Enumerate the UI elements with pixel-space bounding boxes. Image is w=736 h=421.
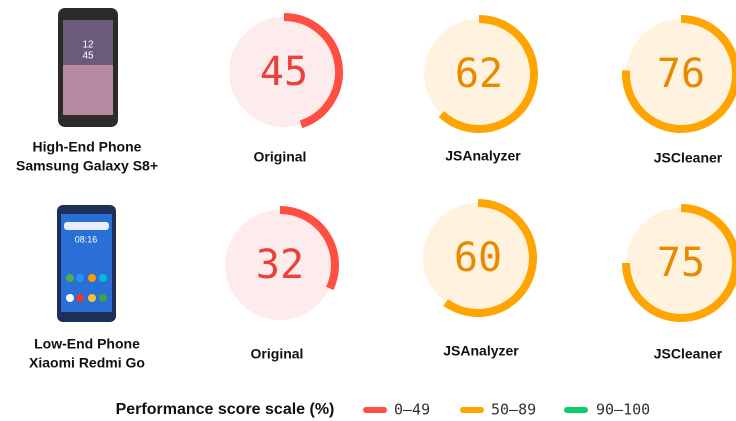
gauge-score: 76 xyxy=(657,51,705,97)
gauge-arc xyxy=(622,204,736,322)
svg-text:45: 45 xyxy=(82,51,94,62)
device-model: Xiaomi Redmi Go xyxy=(29,355,145,371)
gauge-background xyxy=(626,19,736,129)
gauge-arc xyxy=(443,199,537,317)
gauge-label: Original xyxy=(251,346,304,362)
gauge-label: JSAnalyzer xyxy=(443,343,519,359)
gauge-background xyxy=(423,203,533,313)
gauge-score: 75 xyxy=(657,240,705,286)
gauge-background xyxy=(424,19,534,129)
device-name: Low-End Phone xyxy=(34,336,140,352)
gauge-label: JSCleaner xyxy=(654,150,723,166)
gauge-background xyxy=(225,210,335,320)
svg-text:08:16: 08:16 xyxy=(75,234,98,244)
device-name: High-End Phone xyxy=(33,139,142,155)
gauge-score: 62 xyxy=(455,51,503,97)
phone-low-end: 08:16 xyxy=(57,205,116,322)
phone-high-end: 12 45 xyxy=(58,8,118,127)
gauge-arc xyxy=(622,15,736,133)
legend-label: 0–49 xyxy=(394,401,430,419)
gauge-label: JSAnalyzer xyxy=(445,148,521,164)
gauge-arc xyxy=(279,206,339,291)
svg-text:12: 12 xyxy=(82,40,94,51)
gauge-arc xyxy=(283,13,343,129)
gauge-background xyxy=(229,17,339,127)
gauge-background xyxy=(626,208,736,318)
gauge-score: 32 xyxy=(256,242,304,288)
gauge-score: 45 xyxy=(260,49,308,95)
device-model: Samsung Galaxy S8+ xyxy=(16,158,158,174)
legend-label: 50–89 xyxy=(491,401,536,419)
gauge-label: JSCleaner xyxy=(654,346,723,362)
gauge-label: Original xyxy=(254,149,307,165)
legend-title: Performance score scale (%) xyxy=(116,401,335,418)
gauge-arc xyxy=(438,15,538,133)
gauge-score: 60 xyxy=(454,235,502,281)
legend-label: 90–100 xyxy=(596,401,650,419)
